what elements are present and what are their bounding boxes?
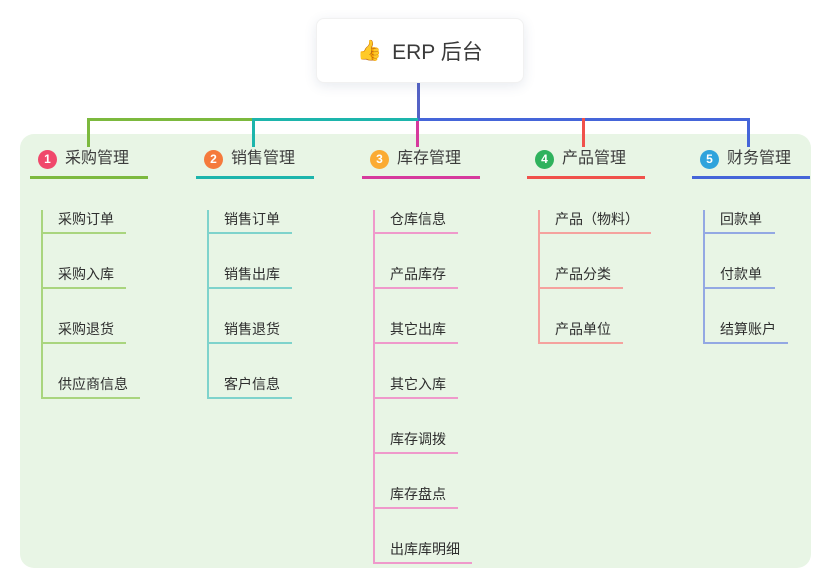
branch-sales: 2 销售管理 销售订单 销售出库 销售退货 客户信息 — [196, 146, 361, 399]
branch-label: 财务管理 — [727, 150, 792, 167]
connector-bus-green — [87, 118, 254, 121]
branch-header-product[interactable]: 4 产品管理 — [527, 146, 645, 179]
branch-children: 产品（物料） 产品分类 产品单位 — [538, 210, 692, 344]
leaf-node[interactable]: 产品分类 — [540, 265, 623, 289]
connector-drop-inventory — [416, 121, 419, 147]
connector-drop-finance — [747, 118, 750, 147]
thumbs-up-icon: 👍 — [357, 40, 383, 62]
leaf-node[interactable]: 采购订单 — [43, 210, 126, 234]
leaf-node[interactable]: 结算账户 — [705, 320, 788, 344]
branch-product: 4 产品管理 产品（物料） 产品分类 产品单位 — [527, 146, 692, 344]
branch-header-inventory[interactable]: 3 库存管理 — [362, 146, 480, 179]
branch-label: 库存管理 — [397, 150, 462, 167]
leaf-node[interactable]: 产品（物料） — [540, 210, 651, 234]
leaf-node[interactable]: 库存调拨 — [375, 430, 458, 454]
branch-header-purchase[interactable]: 1 采购管理 — [30, 146, 148, 179]
connector-drop-purchase — [87, 118, 90, 147]
leaf-node[interactable]: 出库库明细 — [375, 540, 472, 564]
branch-number-badge: 3 — [370, 149, 389, 169]
connector-drop-product — [582, 118, 585, 147]
leaf-node[interactable]: 采购退货 — [43, 320, 126, 344]
leaf-node[interactable]: 其它出库 — [375, 320, 458, 344]
branch-children: 回款单 付款单 结算账户 — [703, 210, 839, 344]
branch-children: 采购订单 采购入库 采购退货 供应商信息 — [41, 210, 195, 399]
branch-number-badge: 5 — [700, 149, 719, 169]
branch-number-badge: 1 — [38, 149, 57, 169]
connector-drop-sales — [252, 118, 255, 147]
branch-label: 产品管理 — [562, 150, 627, 167]
root-node[interactable]: 👍 ERP 后台 — [316, 18, 524, 83]
leaf-node[interactable]: 其它入库 — [375, 375, 458, 399]
branch-finance: 5 财务管理 回款单 付款单 结算账户 — [692, 146, 839, 344]
leaf-node[interactable]: 供应商信息 — [43, 375, 140, 399]
branch-inventory: 3 库存管理 仓库信息 产品库存 其它出库 其它入库 库存调拨 库存盘点 出库库… — [362, 146, 527, 564]
connector-root-drop — [417, 83, 420, 118]
connector-bus-teal — [254, 118, 418, 121]
leaf-node[interactable]: 销售退货 — [209, 320, 292, 344]
branch-purchase: 1 采购管理 采购订单 采购入库 采购退货 供应商信息 — [30, 146, 195, 399]
branch-number-badge: 2 — [204, 149, 223, 169]
leaf-node[interactable]: 销售订单 — [209, 210, 292, 234]
leaf-node[interactable]: 销售出库 — [209, 265, 292, 289]
leaf-node[interactable]: 产品单位 — [540, 320, 623, 344]
leaf-node[interactable]: 产品库存 — [375, 265, 458, 289]
root-node-label: ERP 后台 — [392, 40, 483, 64]
branch-label: 采购管理 — [65, 150, 130, 167]
leaf-node[interactable]: 采购入库 — [43, 265, 126, 289]
mindmap-background-panel — [20, 134, 811, 568]
branch-children: 仓库信息 产品库存 其它出库 其它入库 库存调拨 库存盘点 出库库明细 — [373, 210, 527, 564]
branch-header-finance[interactable]: 5 财务管理 — [692, 146, 810, 179]
branch-number-badge: 4 — [535, 149, 554, 169]
leaf-node[interactable]: 客户信息 — [209, 375, 292, 399]
leaf-node[interactable]: 库存盘点 — [375, 485, 458, 509]
branch-label: 销售管理 — [231, 150, 296, 167]
leaf-node[interactable]: 仓库信息 — [375, 210, 458, 234]
leaf-node[interactable]: 付款单 — [705, 265, 775, 289]
branch-header-sales[interactable]: 2 销售管理 — [196, 146, 314, 179]
leaf-node[interactable]: 回款单 — [705, 210, 775, 234]
branch-children: 销售订单 销售出库 销售退货 客户信息 — [207, 210, 361, 399]
